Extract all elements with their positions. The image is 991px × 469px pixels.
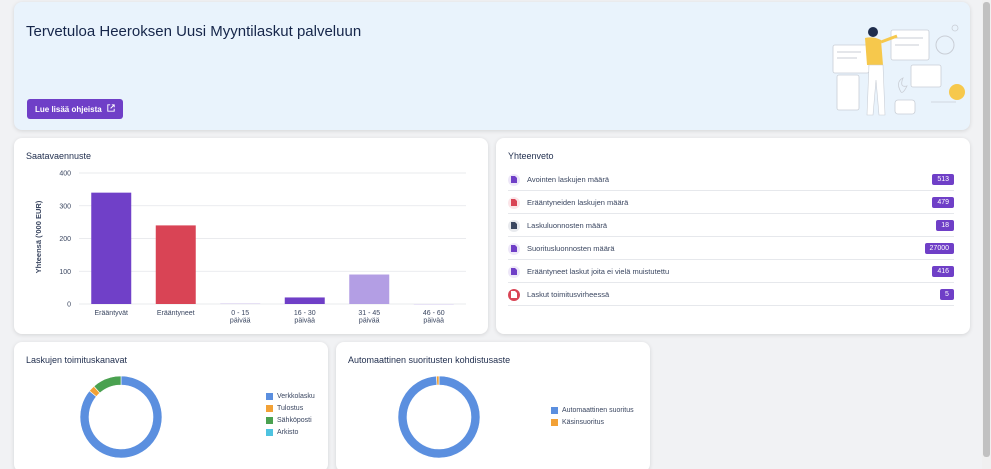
auto-allocation-donut [397,375,481,459]
legend-item[interactable]: Käsinsuoritus [551,416,634,428]
welcome-illustration-icon [832,24,965,116]
summary-count-badge: 27000 [924,243,954,254]
x-tick-label: 0 - 15 [231,310,249,317]
x-tick-label: 31 - 45 [358,310,380,317]
legend-label: Sähköposti [277,416,312,424]
document-icon [508,196,520,209]
legend-swatch [551,406,558,414]
bar-4[interactable] [284,297,325,304]
x-tick-label: Erääntyvät [95,310,129,317]
legend-item[interactable]: Arkisto [266,426,315,438]
summary-row[interactable]: Avointen laskujen määrä 513 [508,169,954,191]
x-tick-label: päivää [359,318,380,325]
x-tick-label: päivää [294,318,315,325]
summary-row-label: Laskut toimitusvirheessä [527,290,610,299]
x-tick-label: päivää [230,318,251,325]
y-tick-label: 200 [59,236,71,243]
summary-count-badge: 18 [936,220,954,231]
legend-swatch [266,392,273,400]
bar-2[interactable] [155,225,196,304]
receivables-forecast-card: Saatavaennuste 0 100 200 300 400 Erääntyvät E… [14,138,488,334]
legend-label: Automaattinen suoritus [562,406,634,414]
y-tick-label: 100 [59,269,71,276]
legend-label: Käsinsuoritus [562,418,605,426]
welcome-banner: Tervetuloa Heeroksen Uusi Myyntilaskut p… [14,2,970,130]
document-icon [508,242,520,255]
document-icon [508,173,520,186]
x-tick-label: Erääntyneet [157,310,195,317]
forecast-bar-chart: 0 100 200 300 400 Erääntyvät Erääntyneet 0 - 1… [34,171,466,325]
legend-item[interactable]: Automaattinen suoritus [551,404,634,416]
legend-swatch [266,404,273,412]
document-icon [508,219,520,232]
legend-item[interactable]: Tulostus [266,402,315,414]
legend-swatch [266,428,273,436]
summary-row[interactable]: Erääntyneiden laskujen määrä 479 [508,192,954,214]
donut-slice-2[interactable] [436,375,440,386]
y-axis-label: Yhteensä ('000 EUR) [34,200,43,273]
summary-count-badge: 479 [932,197,954,208]
legend-item[interactable]: Verkkolasku [266,390,315,402]
read-instructions-button[interactable]: Lue lisää ohjeista [27,99,123,119]
x-tick-label: 16 - 30 [294,310,316,317]
donut-slice-1[interactable] [79,375,163,459]
summary-row-label: Avointen laskujen määrä [527,175,609,184]
summary-title: Yhteenveto [508,151,554,161]
y-tick-label: 400 [59,171,71,178]
bar-6[interactable] [413,304,454,305]
summary-count-badge: 513 [932,174,954,185]
summary-row-label: Erääntyneet laskut joita ei vielä muistu… [527,267,670,276]
bar-1[interactable] [91,192,132,304]
x-tick-label: 46 - 60 [423,310,445,317]
delivery-channels-card: Laskujen toimituskanavat Verkkolasku Tulo… [14,342,328,469]
summary-row[interactable]: Erääntyneet laskut joita ei vielä muistu… [508,261,954,283]
legend-label: Verkkolasku [277,392,315,400]
read-instructions-label: Lue lisää ohjeista [35,104,102,114]
document-icon [508,288,520,301]
auto-title: Automaattinen suoritusten kohdistusaste [348,355,511,365]
legend-label: Arkisto [277,428,299,436]
channels-title: Laskujen toimituskanavat [26,355,128,365]
forecast-title: Saatavaennuste [26,151,92,161]
summary-count-badge: 5 [940,289,954,300]
page-scrollbar[interactable] [982,0,991,469]
welcome-title: Tervetuloa Heeroksen Uusi Myyntilaskut p… [26,23,362,40]
y-tick-label: 300 [59,203,71,210]
summary-row[interactable]: Laskuluonnosten määrä 18 [508,215,954,237]
legend-label: Tulostus [277,404,304,412]
summary-row-label: Erääntyneiden laskujen määrä [527,198,629,207]
external-link-icon [107,104,115,114]
summary-row-label: Laskuluonnosten määrä [527,221,608,230]
y-tick-label: 0 [67,302,71,309]
legend-swatch [551,418,558,426]
legend-swatch [266,416,273,424]
summary-row[interactable]: Suoritusluonnosten määrä 27000 [508,238,954,260]
delivery-channels-donut [79,375,163,459]
auto-allocation-card: Automaattinen suoritusten kohdistusaste … [336,342,650,469]
bar-3[interactable] [220,303,261,304]
summary-row[interactable]: Laskut toimitusvirheessä 5 [508,284,954,306]
x-tick-label: päivää [423,318,444,325]
donut-slice-1[interactable] [397,375,481,459]
donut-slice-3[interactable] [93,375,122,394]
summary-count-badge: 416 [932,266,954,277]
summary-card: Yhteenveto Avointen laskujen määrä 513 Erä… [496,138,970,334]
scrollbar-thumb[interactable] [983,2,990,457]
document-icon [508,265,520,278]
bar-5[interactable] [349,274,390,304]
legend-item[interactable]: Sähköposti [266,414,315,426]
summary-row-label: Suoritusluonnosten määrä [527,244,615,253]
